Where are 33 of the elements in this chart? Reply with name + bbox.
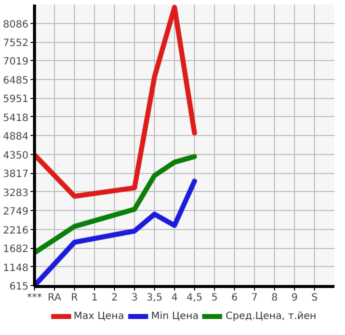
y-tick-label: 1148 (3, 262, 29, 274)
y-tick-label: 4884 (3, 132, 29, 143)
y-tick-label: 4350 (3, 150, 29, 162)
x-tick-label: R (71, 292, 78, 304)
x-tick-label: RA (48, 292, 62, 304)
y-tick-label: 8086 (3, 19, 29, 30)
x-tick-label: 9 (291, 292, 298, 304)
x-tick-label: 8 (271, 292, 278, 304)
y-tick-label: 5418 (3, 112, 29, 124)
y-tick-label: 5951 (3, 94, 29, 106)
x-tick-label: 5 (211, 292, 218, 304)
legend-label: Сред.Цена, т.йен (226, 310, 316, 322)
legend-label: Min Цена (151, 310, 199, 322)
x-tick-label: 2 (111, 292, 118, 304)
y-tick-label: 1682 (3, 244, 29, 256)
legend-label: Max Цена (74, 310, 124, 322)
y-tick-label: 6485 (3, 75, 29, 86)
y-tick-label: 3817 (3, 169, 29, 180)
y-tick-label: 7019 (3, 56, 29, 68)
y-tick-label: 7552 (3, 38, 29, 50)
y-tick-label: 3283 (3, 188, 29, 199)
y-tick-label: 2216 (3, 225, 29, 236)
x-tick-label: 3,5 (146, 292, 162, 304)
x-tick-label: *** (27, 292, 42, 304)
x-tick-label: 1 (91, 292, 98, 304)
x-tick-label: 6 (231, 292, 238, 304)
x-tick-label: 3 (131, 292, 138, 304)
x-tick-label: 7 (251, 292, 258, 304)
y-tick-label: 2749 (3, 206, 29, 218)
y-tick-label: 615 (9, 282, 29, 293)
x-tick-label: S (311, 292, 318, 304)
x-tick-label: 4,5 (186, 292, 202, 304)
x-tick-label: 4 (171, 292, 178, 304)
